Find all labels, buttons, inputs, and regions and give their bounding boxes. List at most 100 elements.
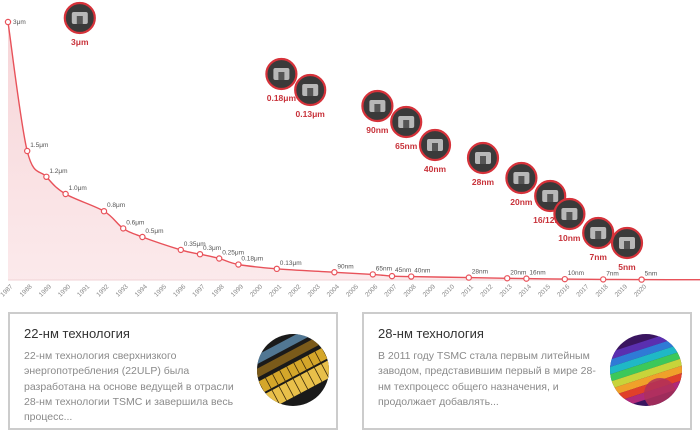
data-label: 0.6μm <box>126 219 144 226</box>
data-label: 1.2μm <box>49 168 67 175</box>
process-badge[interactable]: 10nm <box>553 197 586 243</box>
badge-label: 40nm <box>424 164 447 174</box>
data-point <box>638 276 645 283</box>
process-badge[interactable]: 65nm <box>390 105 423 151</box>
data-label: 10nm <box>568 270 584 277</box>
data-point <box>139 233 146 241</box>
data-label: 0.35μm <box>184 241 206 248</box>
x-tick-label: 2004 <box>326 283 341 298</box>
x-tick-label: 1995 <box>153 283 168 298</box>
badge-label: 16/12nm <box>533 215 567 225</box>
data-point <box>235 261 242 268</box>
card-22nm[interactable]: 22-нм технология 22-нм технология сверхн… <box>8 312 338 430</box>
x-tick-label: 2005 <box>345 283 360 298</box>
badge-image-detail <box>76 16 83 24</box>
card-22nm-text: 22-нм технология сверхнизкого энергопотр… <box>24 350 234 424</box>
data-label: 1.5μm <box>30 142 48 149</box>
wafer-rainbow-image[interactable] <box>610 334 682 406</box>
badge-image-detail <box>624 241 630 249</box>
process-badge[interactable]: 5nm <box>610 226 644 272</box>
x-tick-label: 2013 <box>499 283 514 298</box>
process-badge[interactable]: 0.18μm <box>265 57 298 103</box>
data-point <box>600 276 607 283</box>
badge-label: 3μm <box>71 37 89 47</box>
x-tick-label: 1999 <box>230 283 245 298</box>
data-label: 0.13μm <box>280 260 302 267</box>
x-tick-label: 2017 <box>575 283 590 298</box>
badge-image-detail <box>432 143 438 151</box>
data-point <box>465 274 472 281</box>
badge-label: 65nm <box>395 141 418 151</box>
x-tick-label: 2012 <box>479 283 494 298</box>
x-tick-label: 2010 <box>441 283 456 298</box>
x-tick-label: 2020 <box>633 283 648 298</box>
area-fill <box>8 22 700 280</box>
data-point <box>504 275 511 282</box>
data-label: 0.5μm <box>145 228 163 235</box>
badge-image-detail <box>374 104 381 112</box>
x-tick-label: 1996 <box>172 283 187 298</box>
data-label: 3μm <box>13 19 26 26</box>
x-tick-label: 2003 <box>307 283 322 298</box>
process-badge[interactable]: 3μm <box>63 1 96 47</box>
process-badge[interactable]: 90nm <box>361 89 394 135</box>
badge-image-detail <box>595 231 602 239</box>
data-point <box>196 250 204 258</box>
process-badge[interactable]: 28nm <box>466 141 500 187</box>
data-label: 28nm <box>472 269 488 276</box>
x-tick-label: 2015 <box>537 283 552 298</box>
data-label: 65nm <box>376 265 392 272</box>
data-point <box>331 269 338 276</box>
data-label: 16nm <box>529 270 545 277</box>
data-label: 5nm <box>645 271 658 278</box>
x-tick-label: 2014 <box>518 283 533 298</box>
badge-label: 5nm <box>618 262 636 272</box>
x-tick-label: 1991 <box>76 283 91 298</box>
data-point <box>100 207 108 215</box>
x-tick-label: 2009 <box>422 283 437 298</box>
badge-image-detail <box>547 194 554 202</box>
x-tick-label: 1992 <box>95 283 110 298</box>
x-tick-label: 2016 <box>556 283 571 298</box>
data-label: 0.18μm <box>241 256 263 263</box>
data-label: 90nm <box>337 263 353 270</box>
card-28nm-text: В 2011 году TSMC стала первым литейным з… <box>378 350 596 408</box>
wafer-gold-image[interactable] <box>257 334 329 406</box>
data-point <box>408 273 415 280</box>
data-label: 0.25μm <box>222 250 244 257</box>
x-tick-label: 2001 <box>268 283 283 298</box>
x-tick-label: 1989 <box>38 283 53 298</box>
badge-image-detail <box>518 176 525 184</box>
data-points: 3μm1.5μm1.2μm1.0μm0.8μm0.6μm0.5μm0.35μm0… <box>4 18 658 283</box>
x-tick-label: 1990 <box>57 283 72 298</box>
data-point <box>215 255 223 262</box>
badge-label: 28nm <box>472 177 495 187</box>
x-tick-label: 1988 <box>19 283 34 298</box>
x-tick-label: 1994 <box>134 283 149 298</box>
badge-image-detail <box>566 212 573 220</box>
data-point <box>43 173 50 180</box>
data-label: 0.3μm <box>203 245 221 252</box>
card-28nm[interactable]: 28-нм технология В 2011 году TSMC стала … <box>362 312 692 430</box>
x-tick-label: 1997 <box>191 283 206 298</box>
x-tick-label: 2011 <box>460 283 475 298</box>
badge-label: 0.18μm <box>267 93 297 103</box>
badge-image-detail <box>403 120 410 128</box>
badge-label: 7nm <box>589 252 607 262</box>
data-label: 7nm <box>606 270 619 277</box>
process-badges: 3μm 0.18μm 0.13μm 90nm 65nm 40nm 28nm 20nm 16/12… <box>63 1 644 272</box>
process-badge[interactable]: 0.13μm <box>294 73 327 119</box>
badge-label: 90nm <box>366 125 389 135</box>
data-point <box>273 265 280 273</box>
card-28nm-title[interactable]: 28-нм технология <box>378 326 484 341</box>
process-timeline-chart: 1987 1988 1989 1990 1991 1992 1993 1994 1995 1996… <box>0 1 700 299</box>
badge-label: 0.13μm <box>296 109 326 119</box>
process-badge[interactable]: 7nm <box>582 216 615 262</box>
x-tick-label: 2006 <box>364 283 379 298</box>
badge-label: 10nm <box>558 233 581 243</box>
process-badge[interactable]: 40nm <box>418 128 452 174</box>
card-22nm-title[interactable]: 22-нм технология <box>24 326 130 341</box>
process-badge[interactable]: 20nm <box>505 161 538 207</box>
data-point <box>24 147 31 155</box>
x-tick-label: 2007 <box>383 283 398 298</box>
